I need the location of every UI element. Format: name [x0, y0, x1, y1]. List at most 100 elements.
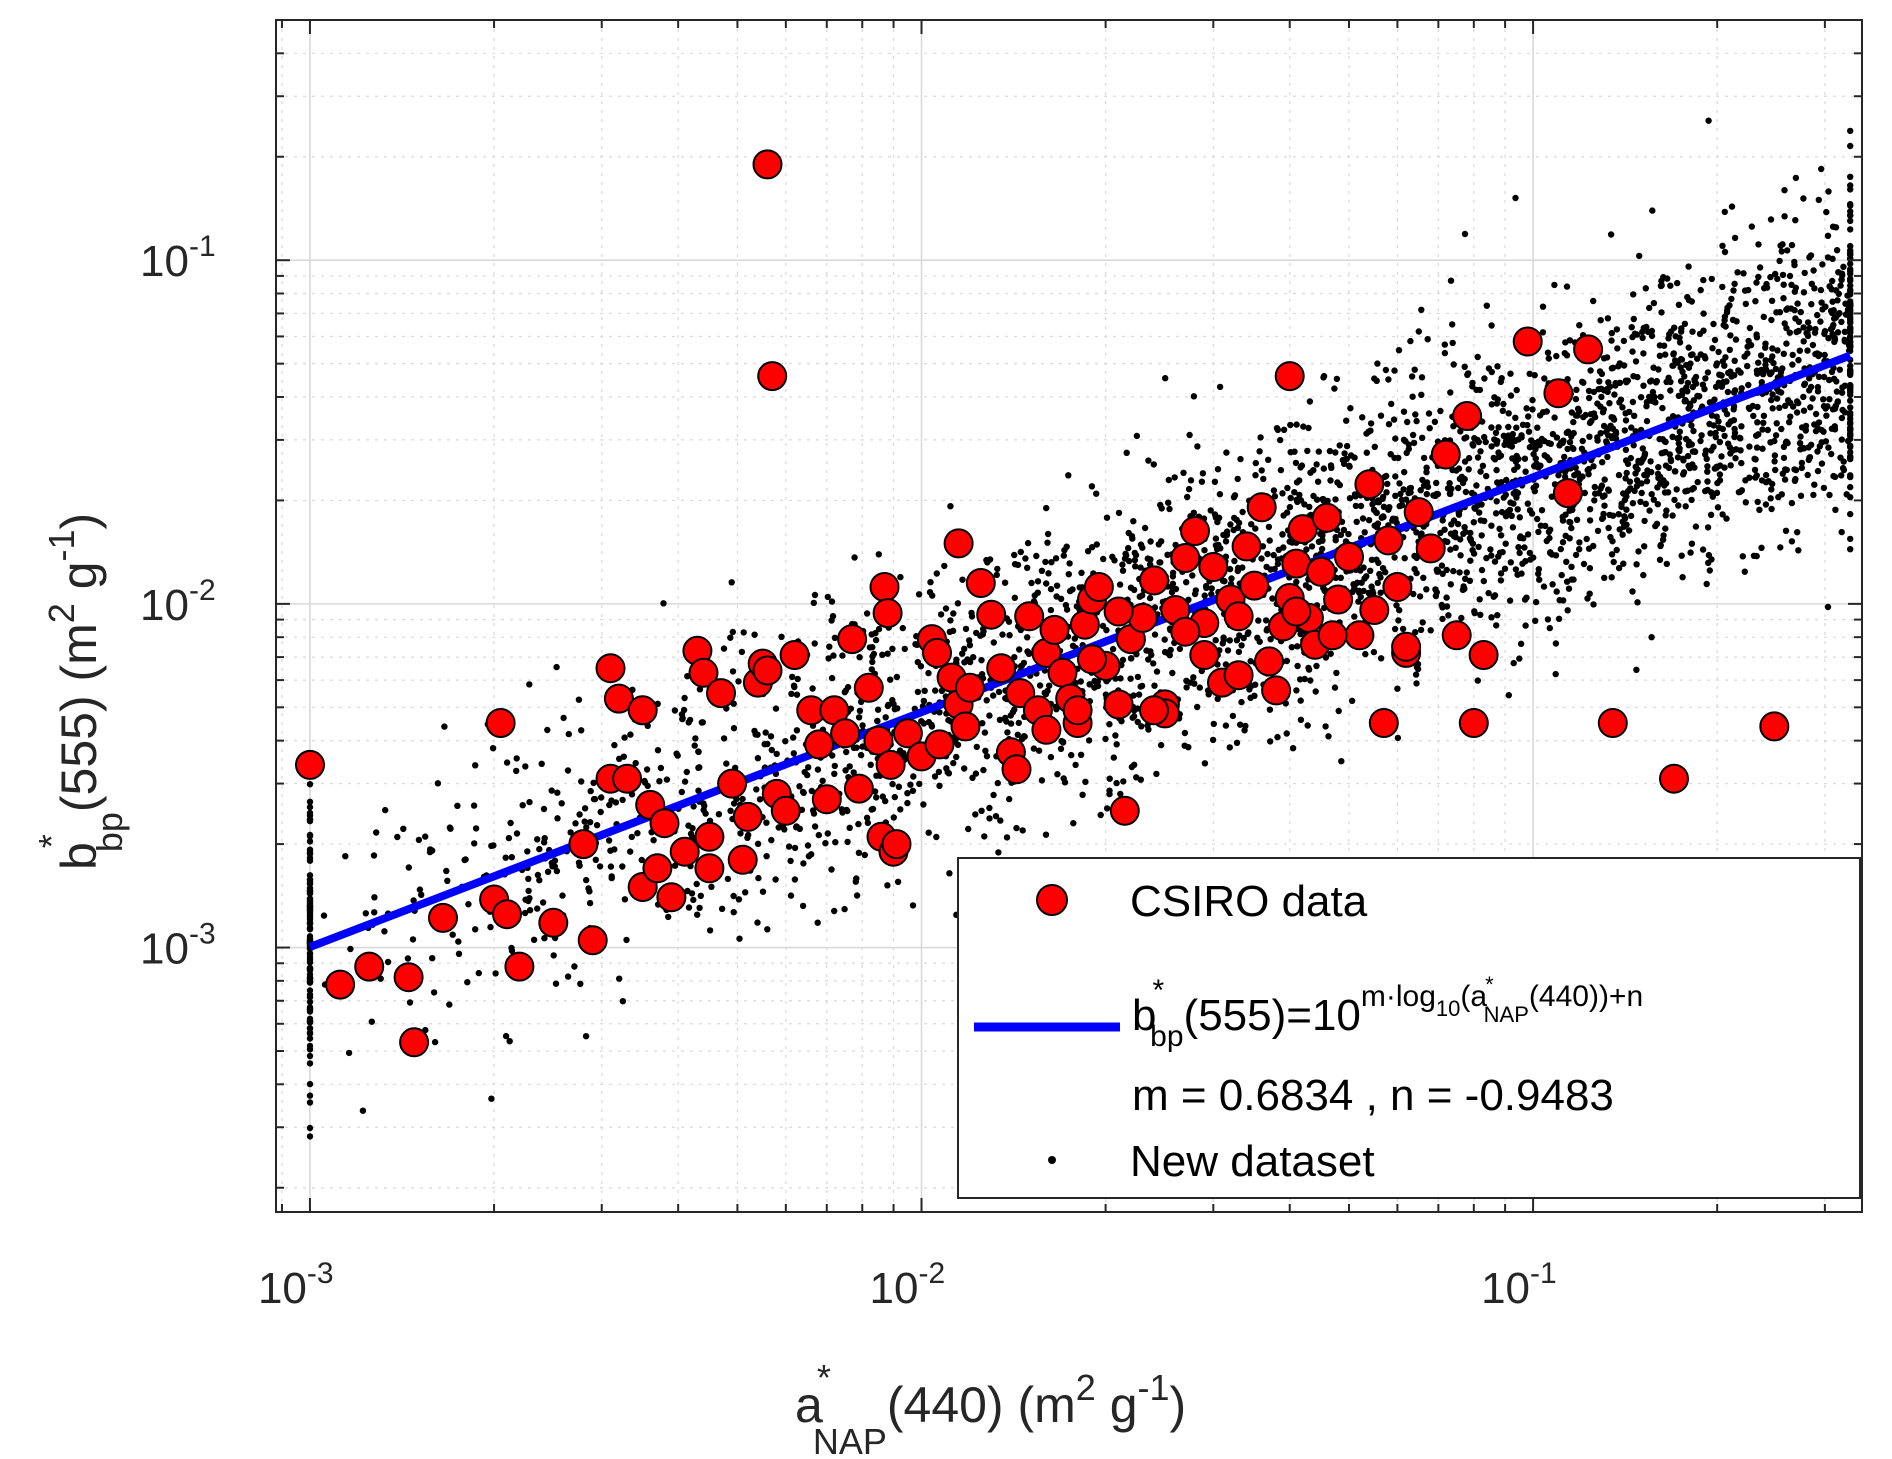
new-dataset-point: [359, 1107, 367, 1114]
new-dataset-point: [1751, 466, 1759, 474]
new-dataset-point: [1754, 370, 1761, 377]
new-dataset-point: [1057, 745, 1065, 752]
new-dataset-point: [1042, 831, 1050, 838]
new-dataset-point: [1675, 440, 1683, 447]
new-dataset-point: [1679, 455, 1687, 462]
new-dataset-point: [1557, 545, 1565, 553]
new-dataset-point: [695, 748, 702, 755]
new-dataset-point: [1713, 360, 1721, 367]
new-dataset-point: [1119, 656, 1127, 664]
new-dataset-point: [1413, 680, 1420, 687]
new-dataset-point: [1590, 297, 1597, 305]
new-dataset-point: [1455, 465, 1463, 472]
new-dataset-point: [1627, 485, 1634, 492]
new-dataset-point: [400, 825, 407, 832]
new-dataset-point: [1423, 469, 1430, 476]
new-dataset-point: [863, 610, 871, 617]
new-dataset-point: [1684, 452, 1692, 460]
new-dataset-point: [1419, 476, 1426, 484]
new-dataset-point: [1438, 601, 1446, 609]
new-dataset-point: [867, 761, 874, 768]
new-dataset-point: [1632, 358, 1640, 365]
new-dataset-point: [1847, 286, 1854, 294]
csiro-data-point: [1274, 361, 1305, 392]
new-dataset-point: [1795, 356, 1802, 364]
csiro-data-point: [986, 653, 1017, 684]
new-dataset-point: [1255, 617, 1262, 624]
new-dataset-point: [1789, 351, 1796, 359]
new-dataset-point: [1367, 427, 1374, 434]
new-dataset-point: [744, 834, 751, 841]
new-dataset-point: [368, 1018, 375, 1025]
new-dataset-point: [1539, 409, 1547, 416]
new-dataset-point: [1523, 405, 1530, 412]
new-dataset-point: [1046, 682, 1053, 689]
new-dataset-point: [1702, 451, 1709, 458]
new-dataset-point: [910, 773, 917, 780]
new-dataset-point: [525, 887, 532, 895]
new-dataset-point: [1840, 263, 1847, 270]
new-dataset-point: [824, 830, 831, 837]
new-dataset-point: [1716, 438, 1724, 446]
new-dataset-point: [1605, 379, 1612, 386]
new-dataset-point: [1135, 691, 1143, 698]
new-dataset-point: [1233, 739, 1241, 746]
new-dataset-point: [1733, 318, 1740, 325]
new-dataset-point: [1399, 625, 1407, 633]
new-dataset-point: [759, 888, 767, 895]
new-dataset-point: [1325, 733, 1332, 740]
new-dataset-point: [1222, 538, 1230, 545]
new-dataset-point: [1433, 479, 1440, 487]
new-dataset-point: [1815, 373, 1823, 380]
new-dataset-point: [1817, 286, 1825, 294]
new-dataset-point: [1623, 506, 1630, 513]
new-dataset-point: [841, 905, 848, 913]
new-dataset-point: [1007, 720, 1015, 727]
new-dataset-point: [1721, 362, 1728, 369]
new-dataset-point: [1359, 414, 1366, 421]
new-dataset-point: [1551, 414, 1558, 421]
new-dataset-point: [1636, 252, 1643, 260]
new-dataset-point: [1530, 554, 1537, 561]
new-dataset-point: [1509, 435, 1516, 442]
new-dataset-point: [1266, 537, 1273, 544]
new-dataset-point: [1473, 482, 1480, 489]
new-dataset-point: [1296, 477, 1303, 484]
new-dataset-point: [1540, 583, 1548, 590]
new-dataset-point: [1252, 681, 1259, 688]
new-dataset-point: [1130, 518, 1137, 525]
new-dataset-point: [1394, 685, 1401, 692]
new-dataset-point: [1824, 603, 1832, 611]
new-dataset-point: [993, 571, 1000, 579]
new-dataset-point: [1395, 617, 1402, 624]
new-dataset-point: [1106, 787, 1113, 794]
new-dataset-point: [1488, 443, 1495, 450]
new-dataset-point: [1834, 329, 1842, 336]
new-dataset-point: [920, 720, 928, 727]
new-dataset-point: [1585, 394, 1593, 402]
new-dataset-point: [978, 807, 985, 814]
new-dataset-point: [1402, 496, 1410, 503]
y-axis-title: b* bp(555) (m2 g-1): [31, 513, 130, 870]
new-dataset-point: [1622, 475, 1629, 482]
new-dataset-point: [544, 868, 552, 875]
csiro-data-point: [1231, 531, 1262, 562]
new-dataset-point: [1833, 388, 1841, 395]
new-dataset-point: [1242, 722, 1249, 730]
new-dataset-point: [884, 882, 891, 889]
new-dataset-point: [1559, 539, 1567, 546]
new-dataset-point: [1522, 468, 1529, 475]
new-dataset-point: [994, 565, 1001, 573]
new-dataset-point: [1043, 580, 1050, 587]
new-dataset-point: [1477, 448, 1484, 455]
new-dataset-point: [1760, 412, 1768, 419]
new-dataset-point: [1676, 447, 1683, 455]
new-dataset-point: [1404, 418, 1411, 426]
new-dataset-point: [1649, 388, 1657, 396]
new-dataset-point: [1847, 424, 1854, 432]
new-dataset-point: [1320, 496, 1327, 503]
new-dataset-point: [654, 747, 662, 754]
new-dataset-point: [973, 743, 980, 751]
new-dataset-point: [526, 798, 533, 806]
